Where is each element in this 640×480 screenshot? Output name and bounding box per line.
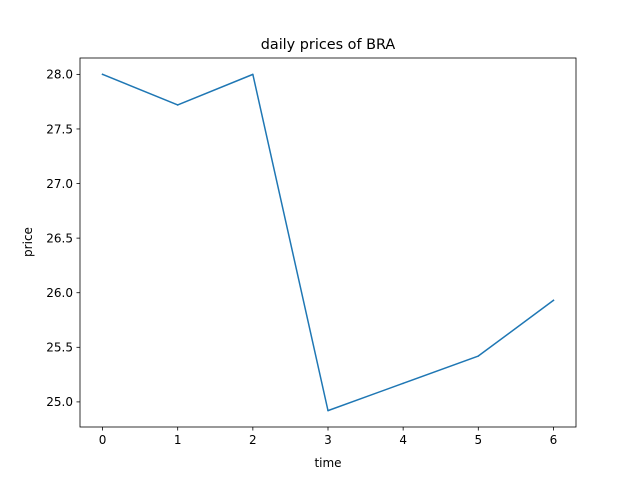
axes-background	[80, 58, 576, 427]
data-point	[176, 104, 179, 106]
data-point	[252, 73, 254, 76]
data-point	[552, 299, 555, 302]
chart-title: daily prices of BRA	[261, 37, 396, 53]
y-tick-label: 28.0	[46, 68, 73, 82]
axes-frame	[79, 57, 577, 428]
x-tick-label: 3	[324, 433, 332, 447]
data-point	[101, 73, 104, 76]
y-tick-label: 25.0	[46, 395, 73, 409]
data-point	[327, 409, 329, 412]
data-point	[477, 355, 480, 357]
x-axis-ticks: 0 1 2 3 4 5 6	[99, 427, 558, 447]
plot-area: 0 1 2 3 4 5 6 25.0 25.5 26.0 26.5 27.0 27.5 28.0	[46, 57, 577, 447]
y-axis-ticks: 25.0 25.5 26.0 26.5 27.0 27.5 28.0	[46, 68, 80, 409]
y-tick-label: 27.5	[46, 122, 73, 136]
x-tick-label: 5	[474, 433, 482, 447]
x-tick-label: 0	[99, 433, 107, 447]
y-tick-label: 27.0	[46, 177, 73, 191]
y-tick-label: 26.0	[46, 286, 73, 300]
y-tick-label: 25.5	[46, 341, 73, 355]
x-tick-label: 4	[399, 433, 407, 447]
x-tick-label: 2	[249, 433, 257, 447]
data-point	[402, 382, 404, 385]
series-layer	[101, 73, 555, 412]
x-axis-label: time	[314, 456, 341, 470]
x-tick-label: 6	[550, 433, 558, 447]
x-tick-label: 1	[174, 433, 182, 447]
y-axis-label: price	[21, 227, 35, 257]
y-tick-label: 26.5	[46, 231, 73, 245]
